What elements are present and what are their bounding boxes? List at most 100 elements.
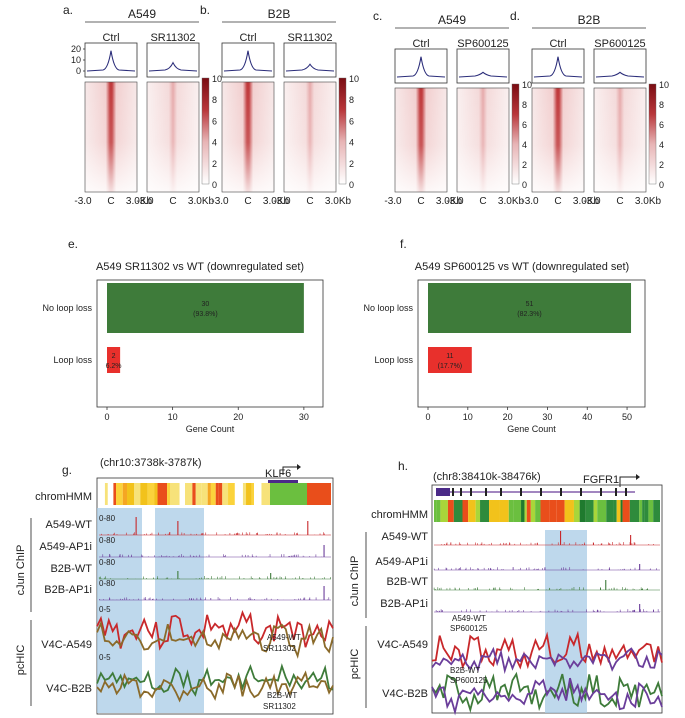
colorbar <box>648 83 657 185</box>
chromhmm-segment <box>526 500 531 522</box>
condition-label: Ctrl <box>549 38 566 50</box>
heatmap-x-label: 3.0Kb <box>263 196 290 207</box>
chromhmm-segment <box>185 483 193 505</box>
x-tick-label: 0 <box>425 412 430 422</box>
chip-track-label: B2B-WT <box>386 576 428 588</box>
profile-tick: 20 <box>71 44 81 54</box>
profile-box <box>531 48 585 84</box>
colorbar-tick: 6 <box>212 116 217 126</box>
chromhmm-segment <box>116 483 123 505</box>
chromhmm-segment <box>579 500 586 522</box>
colorbar <box>201 77 210 185</box>
bar-chart-f: f. A549 SP600125 vs WT (downregulated set… <box>363 237 646 434</box>
chromhmm-segment <box>251 483 255 505</box>
hic-line-wt <box>96 663 334 697</box>
heatmap-frame <box>531 87 585 193</box>
legend-label: SP600125 <box>450 624 488 633</box>
chromhmm-segment <box>122 483 128 505</box>
track-range: 0-5 <box>99 605 111 614</box>
chromhmm-segment <box>629 500 640 522</box>
profile-box <box>146 42 200 78</box>
x-tick-label: 20 <box>503 412 513 422</box>
gene-label: FGFR1 <box>583 474 619 486</box>
chip-track-label: A549-AP1i <box>39 541 92 553</box>
colorbar-tick: 10 <box>659 80 669 90</box>
category-label: No loop loss <box>363 303 413 313</box>
heatmap-x-label: 3.0Kb <box>188 196 215 207</box>
colorbar-tick: 0 <box>212 180 217 190</box>
profile-curve <box>148 61 198 72</box>
chromhmm-segment <box>593 500 598 522</box>
legend-label: A549-WT <box>452 614 486 623</box>
heatmap-frame <box>146 81 200 193</box>
profile-curve <box>533 56 583 78</box>
chromhmm-segment <box>549 500 557 522</box>
gene-model <box>268 480 298 483</box>
colorbar-tick: 8 <box>522 100 527 110</box>
chromhmm-segment <box>234 483 243 505</box>
x-tick-label: 30 <box>299 412 309 422</box>
heatmap-x-label: -3.0 <box>384 196 402 207</box>
legend-label: SR11302 <box>263 702 296 711</box>
hic-line-treated <box>431 646 663 675</box>
colorbar-tick: 8 <box>212 95 217 105</box>
heatmap-x-label: C <box>554 196 561 207</box>
chromhmm-segment <box>556 500 565 522</box>
chromhmm-segment <box>513 500 522 522</box>
heatmap-x-label: -3.0 <box>136 196 154 207</box>
exon-mark <box>615 488 617 496</box>
bar-pct-label: 6.2% <box>106 363 122 370</box>
panel-letter: c. <box>373 9 382 23</box>
highlight-region <box>545 530 587 713</box>
chromhmm-segment <box>270 483 307 505</box>
chromhmm-segment <box>648 500 654 522</box>
hic-track-label: V4C-B2B <box>382 688 428 700</box>
chromhmm-segment <box>639 500 643 522</box>
chromhmm-segment <box>140 483 148 505</box>
chromhmm-segment <box>207 483 211 505</box>
chromhmm-segment <box>254 483 262 505</box>
bar-pct-label: (93.8%) <box>193 311 218 318</box>
colorbar-tick: 0 <box>522 180 527 190</box>
chip-track-label: A549-WT <box>382 531 429 543</box>
chromhmm-segment <box>622 500 630 522</box>
chromhmm-segment <box>447 500 454 522</box>
profile-box <box>593 48 647 84</box>
chromhmm-segment <box>644 500 649 522</box>
x-tick-label: 50 <box>622 412 632 422</box>
profile-curve <box>285 63 335 72</box>
region-label: (chr10:3738k-3787k) <box>100 457 202 469</box>
colorbar-tick: 4 <box>212 138 217 148</box>
chromhmm-segment <box>134 483 141 505</box>
chromhmm-segment <box>179 483 186 505</box>
heatmap-x-label: C <box>616 196 623 207</box>
chromhmm-segment <box>434 500 437 522</box>
chromhmm-segment <box>195 483 202 505</box>
category-label: Loop loss <box>374 355 413 365</box>
chromhmm-segment <box>167 483 171 505</box>
profile-box <box>394 48 448 84</box>
chromhmm-segment <box>453 500 463 522</box>
colorbar-tick: 10 <box>349 74 359 84</box>
colorbar-tick: 4 <box>659 140 664 150</box>
colorbar-tick: 6 <box>659 120 664 130</box>
track-range: 0-80 <box>99 579 116 588</box>
browser-panel-h: h. (chr8:38410k-38476k) FGFR1 chromHMM A549-… <box>349 459 663 716</box>
profile-box <box>456 48 510 84</box>
heatmap-x-label: C <box>169 196 176 207</box>
exon-mark <box>452 488 454 496</box>
legend-label: SR11302 <box>263 644 296 653</box>
hic-line-wt <box>96 609 334 651</box>
x-tick-label: 10 <box>168 412 178 422</box>
chart-title: A549 SP600125 vs WT (downregulated set) <box>415 261 629 273</box>
bar <box>428 347 472 373</box>
colorbar-tick: 4 <box>349 138 354 148</box>
chromhmm-segment <box>613 500 617 522</box>
profile-curve <box>86 50 136 72</box>
hic-line-wt <box>431 630 663 670</box>
chromhmm-segment <box>170 483 180 505</box>
heatmap-fade <box>457 88 509 192</box>
